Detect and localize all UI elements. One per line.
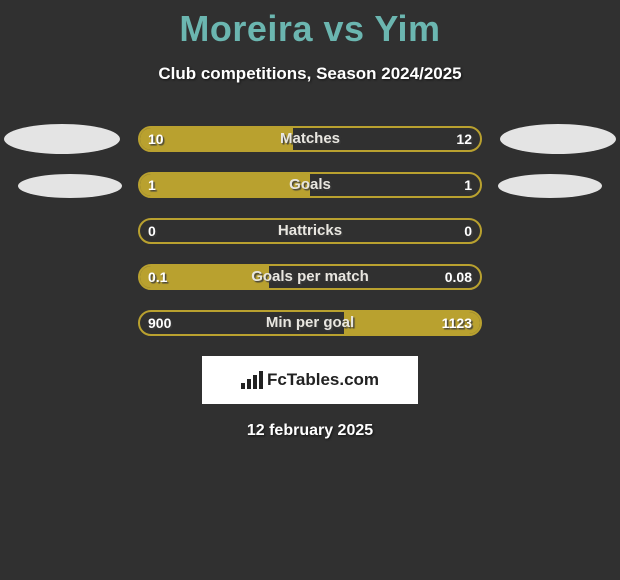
stat-label: Hattricks [140,220,480,242]
stat-bar-left-fill [140,174,310,196]
stat-value-left: 0 [148,218,156,244]
stat-bar: Matches [138,126,482,152]
stat-row: Hattricks0 0 [0,218,620,244]
stat-row: Goals1 1 [0,172,620,198]
stat-bar: Goals [138,172,482,198]
logo: FcTables.com [202,356,418,404]
player-ellipse-left [18,174,122,198]
subtitle: Club competitions, Season 2024/2025 [0,64,620,84]
stat-bar: Hattricks [138,218,482,244]
stat-value-right: 0 [464,218,472,244]
stat-row: Matches10 12 [0,126,620,152]
stat-value-right: 0.08 [445,264,472,290]
stat-row: Min per goal900 1123 [0,310,620,336]
stat-value-right: 1123 [442,310,472,336]
player-ellipse-left [4,124,120,154]
stats-container: Matches10 12 Goals1 1 Hattricks0 0 Goals per m… [0,126,620,336]
page-title: Moreira vs Yim [0,0,620,50]
stat-value-left: 10 [148,126,164,152]
stat-value-left: 0.1 [148,264,167,290]
stat-value-left: 900 [148,310,171,336]
stat-value-right: 1 [464,172,472,198]
stat-row: Goals per match0.1 0.08 [0,264,620,290]
player-ellipse-right [500,124,616,154]
stat-value-right: 12 [456,126,472,152]
player-ellipse-right [498,174,602,198]
stat-bar: Goals per match [138,264,482,290]
stat-value-left: 1 [148,172,156,198]
bar-chart-icon [241,371,263,389]
logo-text: FcTables.com [267,370,379,390]
stat-bar: Min per goal [138,310,482,336]
date-label: 12 february 2025 [0,422,620,440]
